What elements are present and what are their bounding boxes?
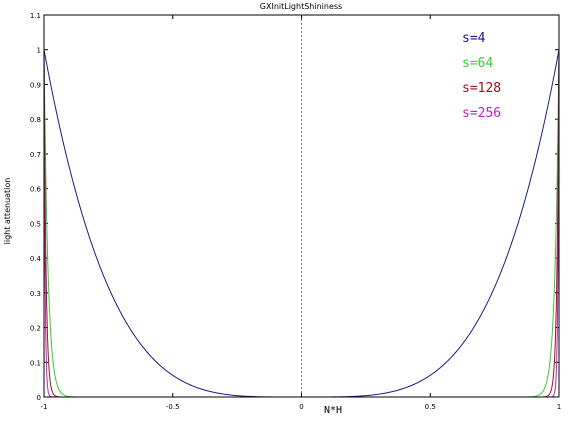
y-tick-label: 0.5 (30, 220, 41, 228)
legend-entry: s=128 (462, 81, 501, 96)
y-tick-label: 0.6 (30, 186, 42, 194)
y-tick-label: 1 (37, 47, 41, 55)
y-tick-label: 0.2 (30, 325, 41, 333)
x-axis-label: N*H (324, 405, 342, 416)
legend-entry: s=4 (462, 31, 486, 46)
legend-entry: s=64 (462, 56, 493, 71)
x-tick-label: 1 (557, 403, 561, 411)
y-tick-label: 0.9 (30, 81, 41, 89)
x-tick-label: -1 (41, 403, 48, 411)
legend: s=4 s=64 s=128 s=256 (462, 31, 501, 121)
y-tick-label: 0.3 (30, 290, 41, 298)
x-tick-label: 0 (299, 403, 303, 411)
y-tick-label: 0.7 (30, 151, 41, 159)
y-tick-label: 0.4 (30, 255, 42, 263)
legend-entry: s=256 (462, 106, 501, 121)
plot-frame (43, 14, 560, 398)
y-tick-label: 0.1 (30, 359, 41, 367)
y-tick-label: 1.1 (30, 12, 41, 20)
y-tick-label: 0 (37, 394, 41, 402)
y-tick-label: 0.8 (30, 116, 41, 124)
chart-title: GXInitLightShininess (260, 2, 342, 11)
x-tick-label: 0.5 (425, 403, 436, 411)
x-tick-label: -0.5 (166, 403, 180, 411)
y-axis-label: light attenuation (3, 178, 12, 245)
